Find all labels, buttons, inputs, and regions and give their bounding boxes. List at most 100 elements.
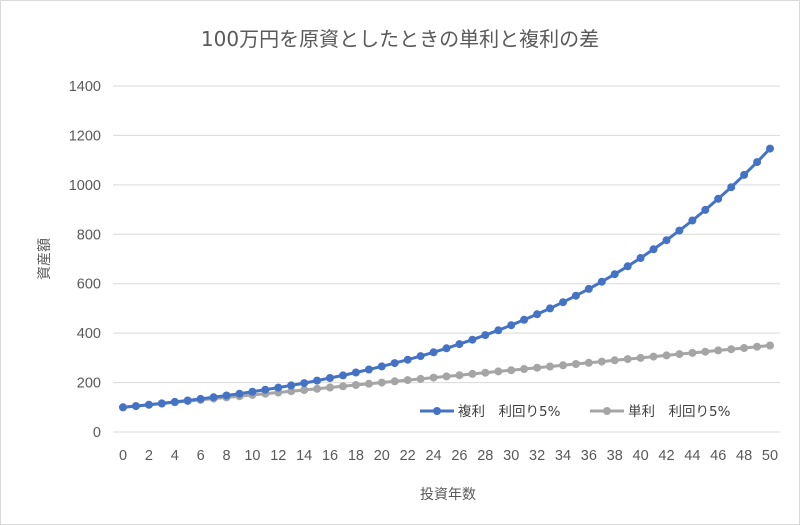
data-point-simple (377, 378, 386, 387)
data-point-simple (623, 355, 632, 364)
legend-marker-compound (433, 407, 441, 415)
x-tick-labels: 0 2 4 6 8 10 12 14 16 18 20 22 24 26 28 30 32 34 36 38 40 42 4… (119, 448, 778, 464)
x-tick-label: 30 (503, 448, 519, 464)
legend: 複利 利回り5% 単利 利回り5% (420, 403, 731, 420)
x-tick-label: 18 (348, 448, 364, 464)
x-tick-label: 40 (633, 448, 649, 464)
data-point-compound (468, 335, 477, 344)
data-point-compound (313, 376, 322, 385)
gridlines (113, 85, 780, 433)
data-point-compound (636, 254, 645, 262)
data-point-compound (416, 352, 425, 361)
data-point-simple (403, 376, 412, 385)
data-point-compound (546, 304, 554, 313)
x-tick-label: 42 (658, 448, 674, 464)
data-point-compound (507, 321, 516, 330)
x-tick-label: 32 (529, 448, 545, 464)
legend-item-simple: 単利 利回り5% (590, 404, 731, 420)
data-point-compound (481, 331, 490, 340)
y-tick-label: 400 (77, 326, 101, 342)
data-point-simple (714, 346, 723, 355)
data-point-simple (636, 353, 645, 362)
legend-label-simple: 単利 利回り5% (628, 404, 731, 420)
data-point-compound (403, 355, 412, 364)
x-tick-label: 44 (684, 448, 700, 464)
data-point-simple (701, 347, 710, 356)
data-point-compound (753, 158, 762, 167)
data-point-simple (753, 342, 762, 351)
data-point-compound (429, 348, 438, 357)
data-point-compound (662, 236, 671, 245)
data-point-simple (727, 345, 736, 354)
data-point-compound (455, 340, 464, 349)
legend-label-compound: 複利 利回り5% (458, 403, 561, 420)
data-point-compound (390, 359, 399, 368)
data-point-simple (533, 363, 542, 372)
x-tick-label: 0 (119, 448, 127, 464)
data-point-compound (339, 371, 347, 380)
data-point-simple (597, 357, 606, 366)
data-point-compound (261, 385, 270, 394)
data-point-simple (429, 373, 438, 382)
y-tick-label: 1200 (69, 128, 101, 144)
data-point-compound (688, 216, 697, 225)
x-tick-label: 48 (736, 448, 752, 464)
data-point-compound (766, 144, 774, 153)
data-point-compound (714, 194, 723, 203)
legend-marker-simple (603, 407, 611, 415)
data-point-compound (675, 226, 684, 235)
data-point-simple (313, 384, 322, 393)
y-tick-label: 600 (77, 277, 101, 293)
y-tick-label: 200 (77, 376, 101, 392)
data-point-compound (183, 396, 192, 405)
y-axis-title: 資産額 (37, 238, 53, 280)
x-tick-label: 22 (400, 448, 416, 464)
data-point-simple (688, 348, 697, 357)
x-tick-label: 46 (710, 448, 726, 464)
data-point-compound (597, 277, 606, 286)
data-point-simple (455, 371, 464, 380)
x-tick-label: 16 (322, 448, 338, 464)
data-point-simple (494, 367, 503, 376)
series-group (119, 144, 774, 412)
data-point-compound (326, 374, 334, 382)
data-point-compound (571, 291, 580, 300)
x-tick-label: 20 (374, 448, 390, 464)
data-point-simple (571, 360, 580, 368)
data-point-simple (520, 365, 529, 373)
data-point-compound (559, 298, 567, 307)
data-point-compound (196, 394, 205, 403)
data-point-simple (740, 344, 749, 352)
x-tick-label: 12 (270, 448, 286, 464)
data-point-compound (649, 245, 658, 254)
chart-title: 100万円を原資としたときの単利と複利の差 (201, 27, 599, 51)
data-point-compound (727, 183, 736, 192)
series-compound (119, 144, 774, 412)
data-point-simple (559, 361, 567, 370)
data-point-simple (364, 379, 373, 388)
data-point-compound (740, 170, 749, 179)
data-point-compound (533, 310, 542, 319)
data-point-compound (494, 326, 503, 335)
data-point-compound (157, 399, 166, 408)
data-point-compound (442, 344, 451, 353)
series-line-compound (122, 147, 772, 409)
data-point-compound (364, 365, 373, 374)
x-tick-label: 2 (145, 448, 153, 464)
y-tick-label: 1000 (69, 178, 101, 194)
y-tick-label: 0 (93, 425, 101, 441)
y-tick-label: 800 (77, 227, 101, 243)
data-point-compound (351, 368, 360, 377)
data-point-simple (675, 350, 684, 359)
x-tick-label: 24 (425, 448, 441, 464)
data-point-simple (546, 362, 554, 371)
data-point-compound (377, 362, 386, 371)
data-point-simple (584, 358, 593, 367)
data-point-compound (235, 389, 244, 398)
data-point-compound (131, 402, 140, 411)
data-point-compound (287, 381, 296, 390)
data-point-compound (623, 262, 632, 271)
data-point-compound (248, 387, 257, 396)
x-tick-label: 10 (244, 448, 260, 464)
